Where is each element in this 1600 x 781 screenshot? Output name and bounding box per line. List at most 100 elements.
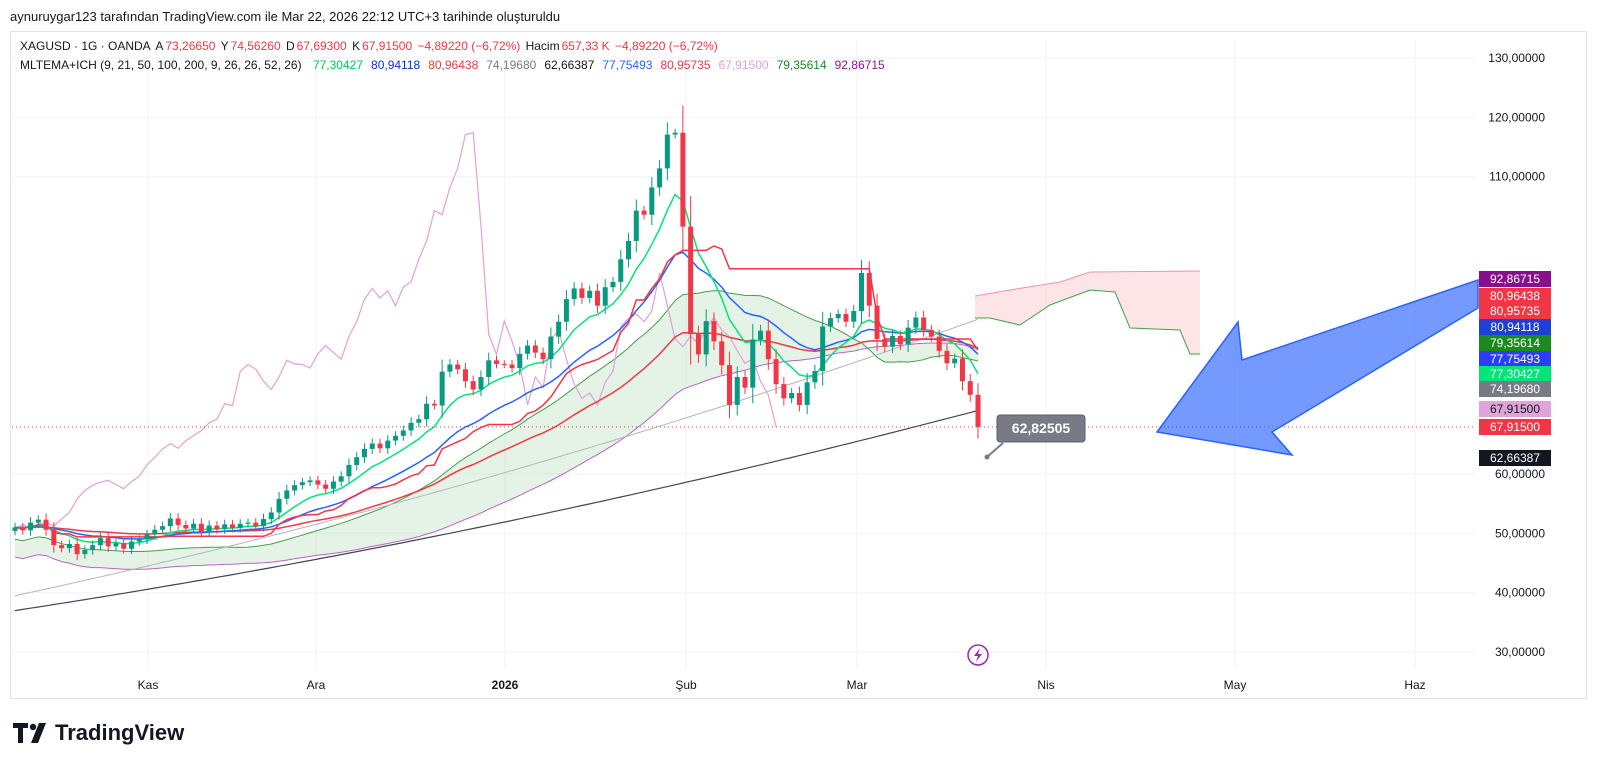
candle-body <box>307 480 313 483</box>
legend-indicator-values: 77,30427 80,94118 80,96438 74,19680 62,66387… <box>307 58 887 72</box>
candle-body <box>501 363 507 365</box>
callout-box <box>996 414 1086 443</box>
candle-body <box>486 360 492 377</box>
candle-body <box>183 524 189 529</box>
x-tick-label: Haz <box>1404 678 1425 692</box>
candle-body <box>827 318 833 327</box>
candle-body <box>680 132 686 227</box>
legend-open-label: A <box>155 39 164 53</box>
price-callout: 62,82505 <box>984 414 1086 460</box>
candle-body <box>455 364 461 370</box>
candle-body <box>408 422 414 431</box>
chart-frame <box>10 31 1587 699</box>
legend-open: 73,26650 <box>165 39 216 53</box>
x-tick-label: Ara <box>307 678 326 692</box>
callout-pointer <box>986 442 1004 458</box>
candle-body <box>276 498 282 513</box>
candle-body <box>851 311 857 322</box>
candle-body <box>649 187 655 215</box>
candle-body <box>393 435 399 441</box>
price-tag: 79,35614 <box>1479 334 1551 351</box>
candle-body <box>804 382 810 405</box>
price-tag: 62,66387 <box>1479 450 1551 467</box>
legend-indicator: MLTEMA+ICH (9, 21, 50, 100, 200, 9, 26, … <box>20 58 889 72</box>
y-tick-label: 30,00000 <box>1495 645 1545 659</box>
legend-low: 67,69300 <box>296 39 347 53</box>
candle-body <box>936 336 942 351</box>
candle-body <box>765 330 771 360</box>
indicator-lines <box>12 131 1475 612</box>
y-tick-label: 50,00000 <box>1495 526 1545 540</box>
candle-body <box>579 288 585 298</box>
y-tick-label: 60,00000 <box>1495 467 1545 481</box>
candle-body <box>859 272 865 312</box>
legend-ohlc: XAGUSD · 1G · OANDA A 73,26650 Y 74,56260 … <box>20 39 720 53</box>
candle-body <box>719 341 725 366</box>
candle-body <box>890 335 896 347</box>
arrow-shape <box>1155 278 1479 457</box>
candle-body <box>113 543 119 547</box>
x-tick-label: Kas <box>138 678 159 692</box>
candle-body <box>688 226 694 335</box>
candle-body <box>517 353 523 369</box>
candle-body <box>812 371 818 383</box>
ema-100-line <box>14 318 979 597</box>
candle-body <box>618 259 624 282</box>
candle-body <box>35 519 41 523</box>
legend-indicator-value: 80,96438 <box>428 58 479 72</box>
candle-body <box>695 334 701 355</box>
candle-body <box>610 281 616 288</box>
price-tag: 77,30427 <box>1479 366 1551 383</box>
cloud-span-a <box>14 290 979 552</box>
candle-body <box>97 538 103 546</box>
legend-indicator-value: 74,19680 <box>486 58 537 72</box>
y-axis: 30,00000 40,00000 50,00000 60,00000 110,0000… <box>1488 51 1545 659</box>
price-tag: 80,95735 <box>1479 303 1551 320</box>
legend-indicator-value: 67,91500 <box>718 58 769 72</box>
candle-body <box>354 457 360 465</box>
legend-low-label: D <box>285 39 295 53</box>
legend-indicator-value: 77,30427 <box>312 58 364 72</box>
candle-body <box>525 345 531 354</box>
candle-body <box>820 326 826 372</box>
ema-50-line <box>14 331 979 535</box>
candle-body <box>51 529 57 546</box>
legend-symbol: XAGUSD · 1G · OANDA <box>20 39 151 53</box>
flash-icon <box>967 644 989 666</box>
callout-dot <box>984 454 990 460</box>
candle-body <box>206 525 212 533</box>
y-tick-label: 120,00000 <box>1488 110 1545 124</box>
candle-body <box>548 336 554 360</box>
flash-icon-circle <box>967 644 989 666</box>
candle-body <box>284 490 290 499</box>
candle-body <box>377 443 383 449</box>
candle-body <box>268 512 274 520</box>
candle-body <box>672 132 678 135</box>
candle-body <box>478 376 484 390</box>
candle-body <box>773 359 779 385</box>
price-tag: 77,75493 <box>1479 350 1551 367</box>
candle-body <box>90 545 96 550</box>
candle-body <box>245 522 251 524</box>
cloud-span-b <box>14 342 979 570</box>
candle-body <box>758 330 764 340</box>
candle-body <box>346 464 352 477</box>
candle-body <box>657 168 663 188</box>
candle-body <box>711 321 717 342</box>
y-tick-label: 40,00000 <box>1495 586 1545 600</box>
legend-indicator-value: 62,66387 <box>544 58 595 72</box>
legend-close: 67,91500 <box>362 39 413 53</box>
candle-body <box>928 330 934 337</box>
tradingview-logo[interactable]: TradingView <box>13 720 184 746</box>
tradingview-logo-text: TradingView <box>55 720 185 745</box>
candle-body <box>594 290 600 306</box>
candle-body <box>323 484 329 489</box>
x-tick-label: Mar <box>847 678 868 692</box>
candle-body <box>431 403 437 406</box>
price-tag: 80,96438 <box>1479 287 1551 304</box>
baseline-line <box>14 245 979 538</box>
candle-body <box>237 523 243 528</box>
ema-9-line <box>14 193 979 545</box>
candle-body <box>726 365 732 405</box>
